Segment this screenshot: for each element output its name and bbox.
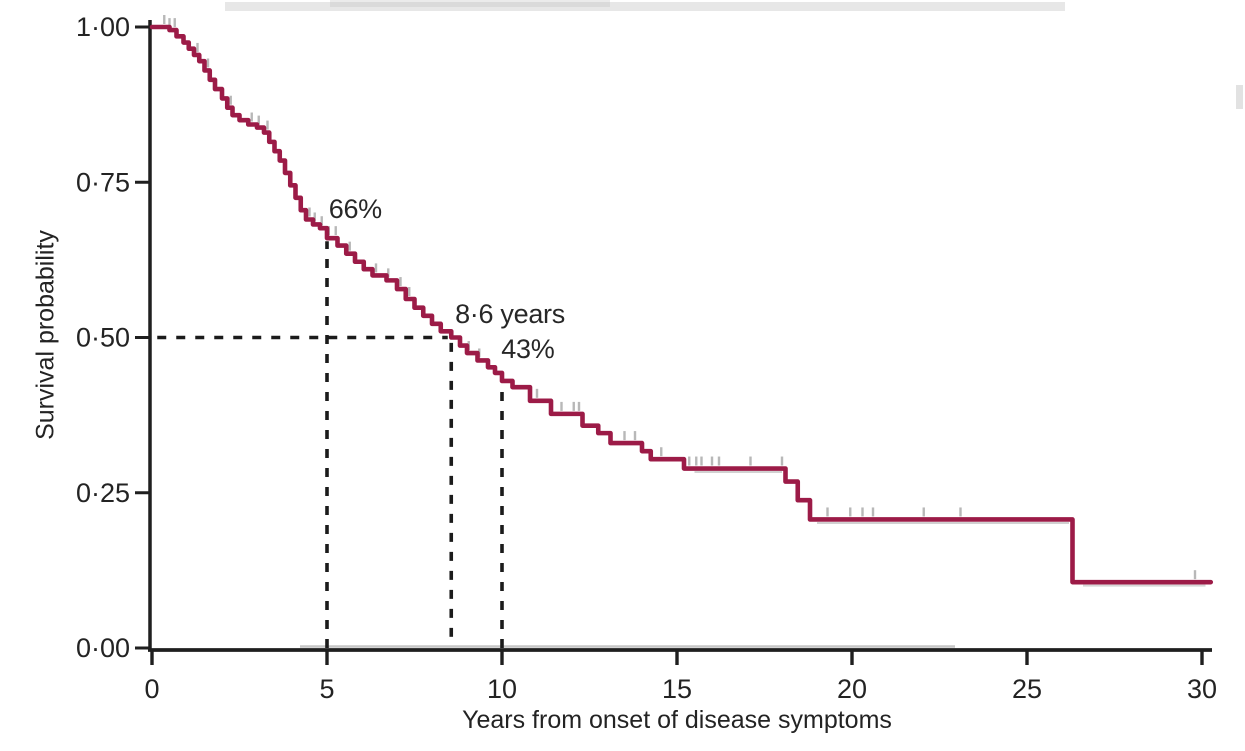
y-tick-label: 0·75 — [76, 167, 130, 197]
x-tick-label: 20 — [837, 674, 867, 704]
axes: 0·00 0·25 0·50 0·75 1·00 0 5 10 15 20 25 30 — [76, 12, 1217, 704]
x-tick-label: 0 — [144, 674, 159, 704]
survival-step-curve — [149, 24, 1214, 585]
y-tick-label: 0·25 — [76, 478, 130, 508]
annotation-median-survival: 8·6 years — [455, 299, 565, 330]
x-tick-label: 30 — [1187, 674, 1217, 704]
scan-artifacts — [225, 0, 1243, 648]
reference-dashed-lines — [157, 241, 504, 648]
y-axis-title: Survival probability — [31, 230, 60, 440]
censor-marks — [163, 15, 1197, 580]
x-axis-title: Years from onset of disease symptoms — [462, 706, 892, 734]
x-tick-label: 5 — [319, 674, 334, 704]
y-tick-label: 1·00 — [76, 12, 130, 42]
annotation-5yr-survival: 66% — [328, 193, 382, 224]
x-tick-label: 10 — [487, 674, 517, 704]
x-tick-label: 25 — [1012, 674, 1042, 704]
x-tick-label: 15 — [662, 674, 692, 704]
y-tick-label: 0·50 — [76, 323, 130, 353]
annotation-10yr-survival: 43% — [501, 333, 555, 364]
y-tick-label: 0·00 — [76, 633, 130, 663]
